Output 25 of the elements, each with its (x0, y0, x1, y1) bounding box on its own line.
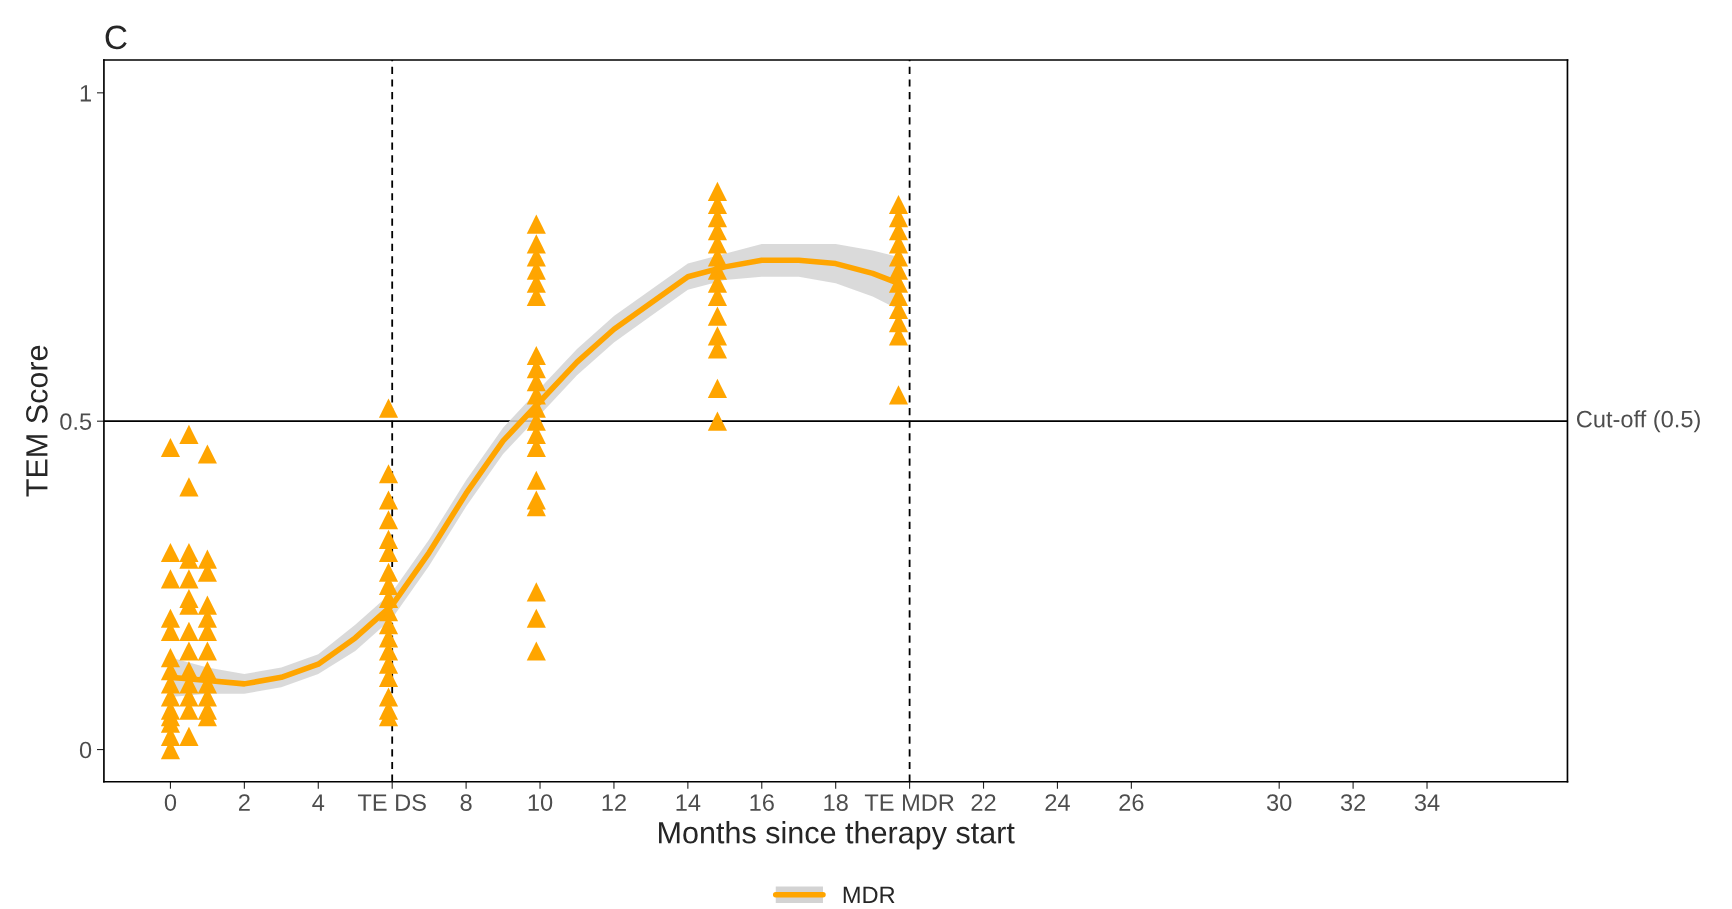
y-tick-label: 1 (80, 85, 91, 102)
chart-title: C (105, 25, 127, 50)
x-tick-label: 26 (1119, 794, 1144, 811)
x-tick-label: 22 (971, 794, 996, 811)
x-tick-label: 10 (528, 794, 553, 811)
x-tick-label: 34 (1414, 794, 1440, 811)
x-tick-label: 8 (460, 794, 472, 811)
x-tick-label: 12 (602, 794, 626, 811)
x-tick-label: 30 (1266, 794, 1292, 811)
y-axis-title: TEM Score (26, 345, 48, 497)
x-axis-title: Months since therapy start (659, 821, 1015, 850)
x-tick-label: 32 (1340, 794, 1366, 811)
x-tick-label: 2 (238, 794, 250, 811)
ref-line-label: Cut-off (0.5) (1576, 410, 1700, 433)
y-tick-label: 0.5 (60, 413, 92, 430)
x-tick-label: 24 (1045, 794, 1070, 811)
x-tick-label: 16 (750, 794, 774, 811)
legend-label: MDR (843, 886, 895, 904)
y-tick-label: 0 (79, 741, 92, 759)
x-tick-label: 14 (676, 794, 701, 811)
x-tick-label: 0 (164, 794, 177, 811)
x-tick-label: TE MDR (864, 794, 954, 811)
x-tick-label: 4 (312, 794, 325, 811)
x-tick-label: TE DS (357, 794, 426, 811)
x-tick-label: 18 (824, 794, 848, 811)
